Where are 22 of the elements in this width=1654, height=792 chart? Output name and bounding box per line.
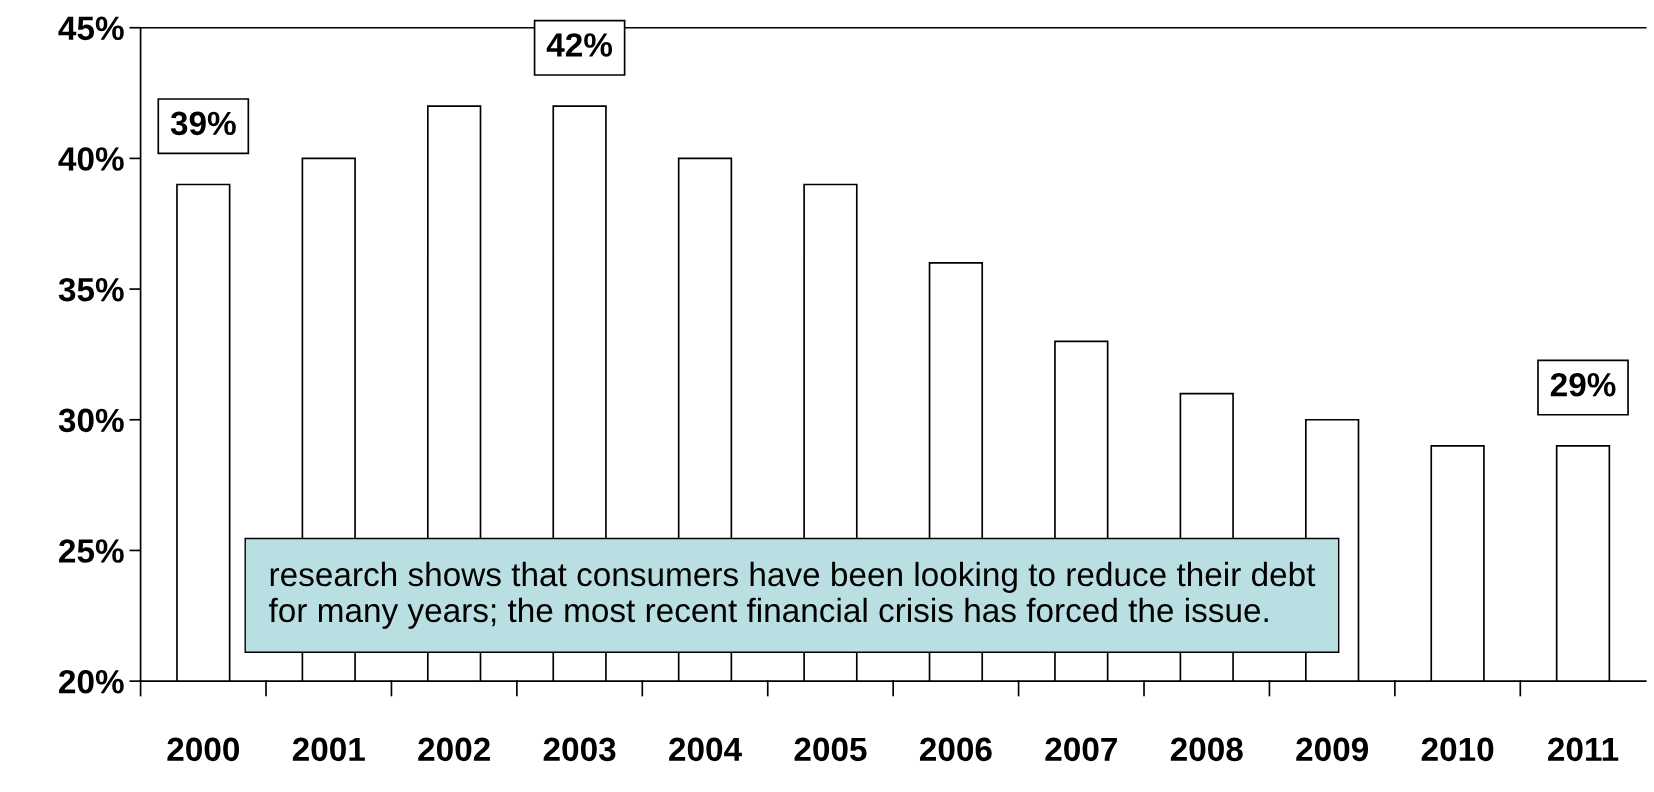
x-tick-label: 2003 [543,737,616,762]
annotation: research shows that consumers have been looking to reduce their debt for many years; the most recent financial crisis has forced the issue. [269,561,1316,629]
y-tick-label: 25% [59,539,124,563]
y-tick-label: 45% [58,16,124,41]
x-tick-label: 2010 [1421,737,1494,762]
y-tick-label: 35% [58,277,124,302]
data-label: 29% [1550,372,1616,397]
x-tick-label: 2006 [919,737,992,762]
y-tick-label: 20% [59,669,124,694]
x-tick-label: 2011 [1548,737,1619,762]
y-tick-label: 40% [58,147,124,171]
y-tick-label: 30% [58,408,124,433]
data-label: 42% [546,33,613,57]
x-tick-label: 2005 [794,737,867,762]
data-label: 39% [170,111,236,136]
x-tick-label: 2002 [418,737,490,762]
x-tick-label: 2007 [1045,737,1117,762]
x-tick-label: 2008 [1170,737,1243,762]
x-tick-label: 2004 [669,737,742,762]
x-tick-label: 2009 [1296,737,1368,762]
x-tick-label: 2001 [292,737,365,762]
x-tick-label: 2000 [167,737,240,762]
